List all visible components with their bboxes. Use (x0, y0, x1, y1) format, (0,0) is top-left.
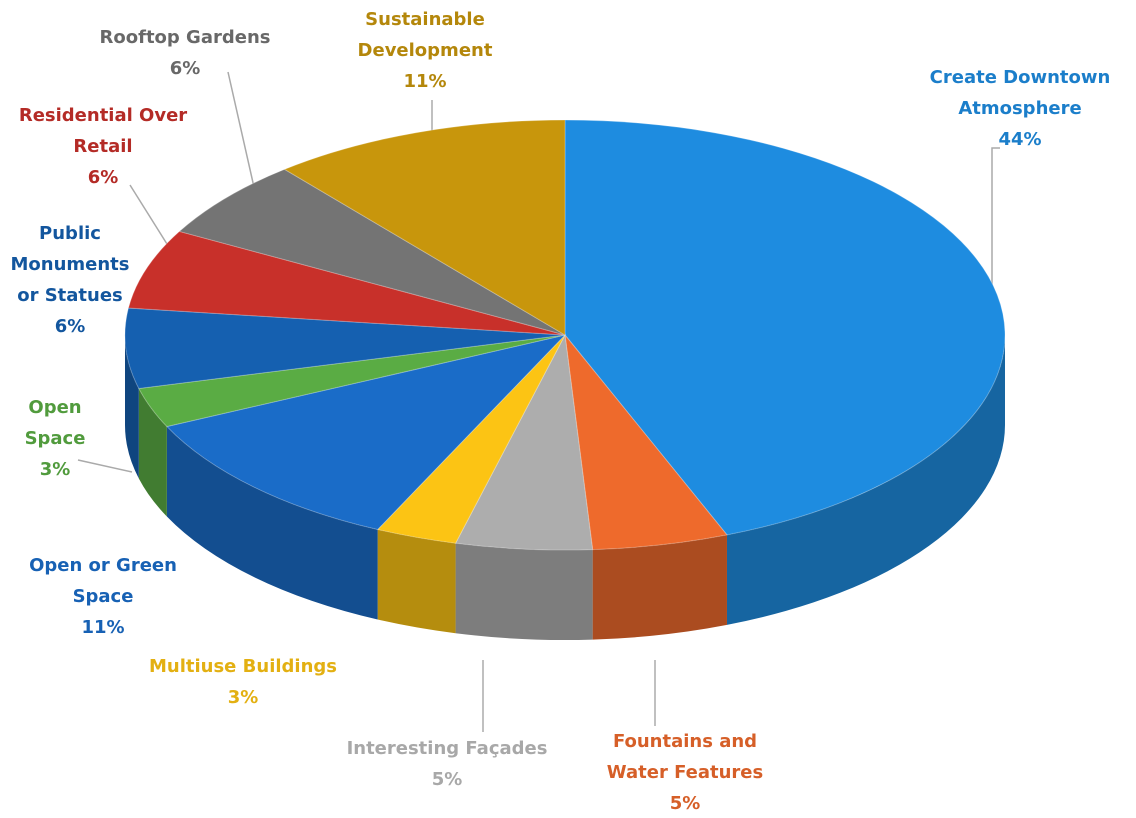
value-label: 6% (169, 58, 201, 79)
pie-slice (165, 334, 567, 531)
slice-label: Fountains and Water Features 5% (585, 726, 785, 818)
value-label: 5% (669, 793, 701, 814)
slice-label: Public Monuments or Statues 6% (0, 218, 140, 342)
category-name: Sustainable Development (357, 9, 493, 61)
pie-slice (138, 334, 566, 428)
slice-label: Open Space 3% (15, 392, 95, 485)
slice-label: Multiuse Buildings 3% (113, 651, 373, 713)
pie-slice (564, 333, 728, 551)
pie-slice-side (166, 426, 378, 620)
pie-slice-side (455, 543, 593, 640)
value-label: 11% (81, 617, 125, 638)
pie-slice (283, 119, 566, 336)
slice-label: Rooftop Gardens 6% (85, 22, 285, 84)
pie-slice (454, 333, 594, 551)
category-name: Residential Over Retail (18, 105, 188, 157)
pie-slice-side (726, 335, 1005, 625)
category-name: Interesting Façades (346, 738, 548, 759)
category-name: Public Monuments or Statues (10, 223, 130, 306)
pie-slice (127, 230, 566, 336)
category-name: Create Downtown Atmosphere (929, 67, 1111, 119)
pie-slice (564, 119, 1006, 536)
slice-label: Residential Over Retail 6% (3, 100, 203, 193)
leader-line (227, 71, 257, 197)
pie-slice (124, 307, 566, 390)
pie-slice (376, 334, 566, 544)
category-name: Fountains and Water Features (606, 731, 764, 783)
category-name: Open Space (24, 397, 86, 449)
value-label: 6% (54, 316, 86, 337)
value-label: 3% (227, 687, 259, 708)
value-label: 44% (998, 129, 1042, 150)
value-label: 6% (87, 167, 119, 188)
leader-line (77, 459, 133, 473)
slice-label: Sustainable Development 11% (325, 4, 525, 97)
leader-line (991, 147, 1000, 290)
slice-label: Interesting Façades 5% (322, 733, 572, 795)
value-label: 11% (403, 71, 447, 92)
pie-slice-side (138, 388, 167, 517)
slice-label: Create Downtown Atmosphere 44% (920, 62, 1120, 155)
category-name: Open or Green Space (29, 555, 177, 607)
pie-slice-side (592, 534, 727, 640)
category-name: Rooftop Gardens (99, 27, 271, 48)
pie-slice-side (377, 529, 456, 634)
pie-slice-side (125, 335, 139, 479)
value-label: 5% (431, 769, 463, 790)
pie-slice (178, 168, 566, 336)
slice-label: Open or Green Space 11% (13, 550, 193, 643)
leader-line (129, 184, 173, 253)
category-name: Multiuse Buildings (148, 656, 337, 677)
value-label: 3% (39, 459, 71, 480)
